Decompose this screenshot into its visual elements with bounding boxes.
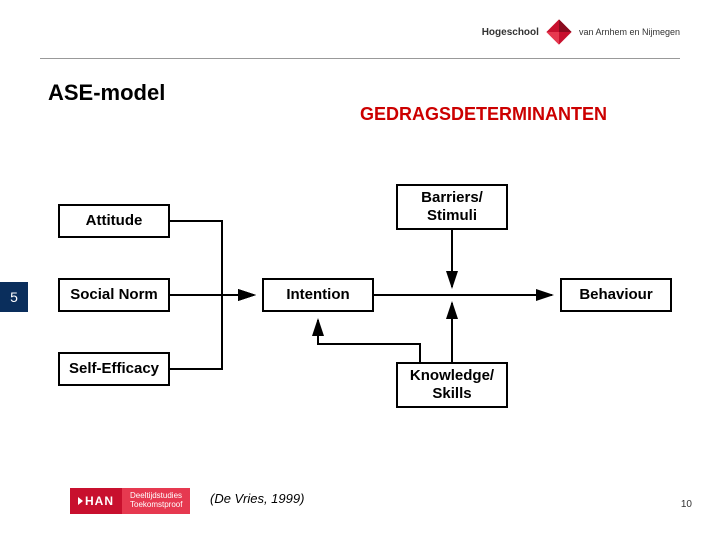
- ase-diagram: Attitude Social Norm Self-Efficacy Intentio…: [40, 160, 680, 440]
- edge-attitude-intention: [170, 221, 254, 295]
- slide-title: ASE-model: [48, 80, 165, 106]
- node-selfeff: Self-Efficacy: [58, 352, 170, 386]
- node-intention: Intention: [262, 278, 374, 312]
- edge-knowledge-intention2: [318, 320, 420, 362]
- deeltijd-line2: Toekomstproof: [130, 501, 182, 510]
- edge-selfeff-intention: [170, 295, 254, 369]
- triangle-icon: [78, 497, 83, 505]
- node-attitude: Attitude: [58, 204, 170, 238]
- node-knowledge: Knowledge/Skills: [396, 362, 508, 408]
- footer-logo: HAN Deeltijdstudies Toekomstproof: [70, 488, 190, 514]
- deeltijd-block: Deeltijdstudies Toekomstproof: [122, 488, 190, 514]
- slide-number-badge: 5: [0, 282, 28, 312]
- han-logo-block: HAN: [70, 488, 122, 514]
- page-number: 10: [681, 499, 692, 510]
- node-barriers: Barriers/Stimuli: [396, 184, 508, 230]
- diamond-icon: [545, 18, 573, 46]
- header-divider: [40, 58, 680, 59]
- han-text: HAN: [85, 494, 114, 508]
- citation: (De Vries, 1999): [210, 491, 304, 506]
- node-social: Social Norm: [58, 278, 170, 312]
- logo-text-left: Hogeschool: [482, 27, 539, 38]
- logo-text-right: van Arnhem en Nijmegen: [579, 27, 680, 37]
- node-behaviour: Behaviour: [560, 278, 672, 312]
- header-logo: Hogeschool van Arnhem en Nijmegen: [482, 18, 680, 46]
- slide-subtitle: GEDRAGSDETERMINANTEN: [360, 104, 607, 125]
